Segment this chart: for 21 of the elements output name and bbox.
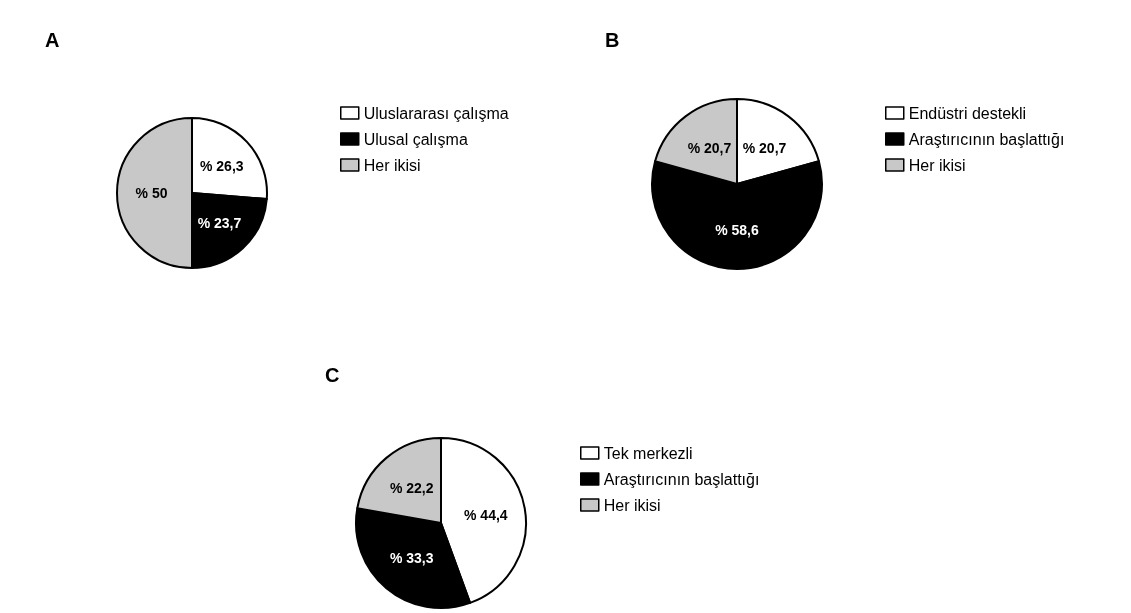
chart-title: C [325, 364, 340, 386]
data-label: % 33,3 [389, 549, 434, 566]
chart-title: A [45, 29, 60, 51]
chart-title: B [605, 29, 620, 51]
legend-label: Endüstri destekli [908, 104, 1027, 122]
data-label: % 20,7 [687, 139, 732, 156]
legend-label: Araştırıcının başlattığı [603, 470, 760, 488]
legend-label: Araştırıcının başlattığı [908, 130, 1065, 148]
data-label: % 20,7 [742, 139, 787, 156]
legend-label: Her ikisi [363, 156, 421, 174]
legend-label: Her ikisi [908, 156, 966, 174]
data-label: % 26,3 [199, 157, 244, 174]
legend-label: Her ikisi [603, 496, 661, 514]
legend-label: Uluslararası çalışma [363, 104, 509, 122]
data-label: % 44,4 [464, 507, 508, 524]
legend-label: Ulusal çalışma [363, 130, 468, 148]
data-label: % 50 [135, 185, 168, 201]
data-label: % 22,2 [389, 480, 434, 497]
data-label: % 23,7 [197, 214, 242, 231]
legend-label: Tek merkezli [603, 444, 693, 462]
data-label: % 58,6 [715, 221, 759, 238]
